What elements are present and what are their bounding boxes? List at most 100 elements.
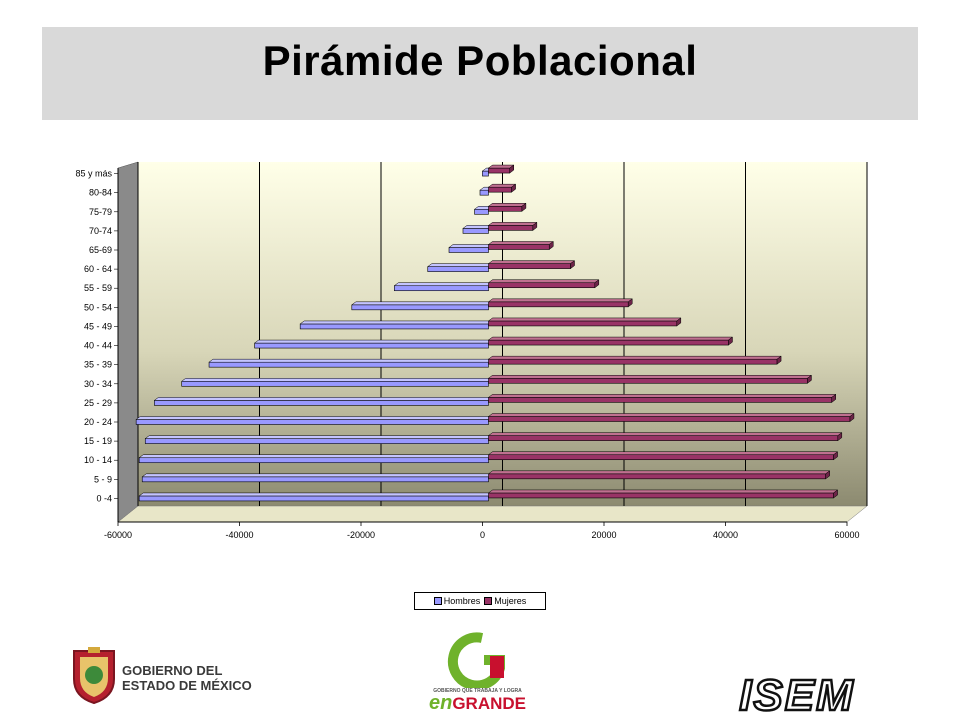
bar-mujeres-top xyxy=(487,222,538,226)
engrande-logo: GOBIERNO QUE TRABAJA Y LOGRA enGRANDE xyxy=(420,628,535,715)
bar-mujeres xyxy=(488,244,550,250)
bar-hombres-top xyxy=(208,358,494,363)
bar-hombres xyxy=(462,228,489,234)
x-tick-label: 0 xyxy=(480,530,485,540)
engrande-g-icon xyxy=(447,632,505,691)
x-tick-label: 20000 xyxy=(591,530,616,540)
coat-of-arms-icon xyxy=(73,647,115,705)
y-tick-label: 60 - 64 xyxy=(84,264,112,274)
bar-hombres xyxy=(141,476,489,483)
bar-mujeres-top xyxy=(487,413,855,417)
bar-hombres xyxy=(482,170,489,177)
y-tick-label: 10 - 14 xyxy=(84,455,112,465)
bar-hombres xyxy=(208,361,489,368)
gobierno-line2: ESTADO DE MÉXICO xyxy=(122,678,252,693)
bar-hombres xyxy=(474,208,489,215)
bar-mujeres-side xyxy=(549,241,554,250)
bar-mujeres-side xyxy=(776,355,782,365)
legend-swatch-mujeres xyxy=(484,597,493,605)
bar-hombres-top xyxy=(299,320,494,325)
bar-mujeres xyxy=(488,416,851,422)
bar-mujeres xyxy=(488,435,839,441)
y-tick-label: 0 -4 xyxy=(96,493,112,503)
bar-mujeres xyxy=(488,282,596,289)
y-tick-label: 30 - 34 xyxy=(84,379,112,389)
bar-mujeres-side xyxy=(825,470,830,480)
bar-mujeres-side xyxy=(532,221,538,231)
bar-mujeres-side xyxy=(728,336,733,346)
bar-hombres xyxy=(479,189,489,196)
y-tick-label: 65-69 xyxy=(89,245,112,255)
bar-hombres xyxy=(299,323,489,330)
chart-side-wall xyxy=(117,161,139,523)
legend-swatch-hombres xyxy=(433,597,442,605)
bar-mujeres-side xyxy=(594,279,600,289)
bar-mujeres xyxy=(488,225,534,231)
bar-hombres-top xyxy=(393,282,494,286)
bar-mujeres xyxy=(488,397,833,403)
x-tick-label: 40000 xyxy=(713,530,738,540)
bar-hombres-top xyxy=(351,301,494,306)
y-tick-label: 35 - 39 xyxy=(84,360,112,370)
y-tick-label: 25 - 29 xyxy=(84,398,112,408)
isem-wordmark-icon: ISEM xyxy=(738,670,855,722)
isem-text: ISEM xyxy=(739,672,855,717)
y-tick-label: 5 - 9 xyxy=(94,474,112,484)
bar-hombres xyxy=(135,419,489,425)
bar-mujeres-top xyxy=(487,355,782,360)
bar-mujeres-top xyxy=(487,451,839,455)
x-tick-label: -20000 xyxy=(347,530,375,540)
y-tick-label: 15 - 19 xyxy=(84,436,112,446)
bar-mujeres-top xyxy=(487,336,734,341)
bar-mujeres-top xyxy=(487,183,517,188)
legend-label-hombres: Hombres xyxy=(443,596,481,606)
bar-mujeres-side xyxy=(521,202,527,212)
bar-hombres-top xyxy=(138,454,494,458)
bar-mujeres-top xyxy=(487,470,831,475)
engrande-wordmark: enGRANDE xyxy=(420,692,535,715)
y-tick-label: 40 - 44 xyxy=(84,341,112,351)
bar-mujeres-top xyxy=(487,317,682,322)
x-tick-label: -40000 xyxy=(225,530,253,540)
legend-label-mujeres: Mujeres xyxy=(494,596,527,606)
bar-mujeres-side xyxy=(833,489,838,499)
bar-hombres xyxy=(181,380,489,387)
bar-mujeres xyxy=(488,263,571,269)
bar-mujeres-side xyxy=(833,451,838,461)
legend-item-mujeres: Mujeres xyxy=(484,596,526,606)
bar-mujeres xyxy=(488,358,778,365)
bar-hombres xyxy=(254,342,489,349)
bar-mujeres xyxy=(488,377,808,384)
population-pyramid-chart: 0 -4 5 - 9 10 - 14 15 - 19 20 - 24 25 - 29 30 … xyxy=(75,161,868,540)
bar-hombres xyxy=(351,304,489,311)
y-tick-label: 80-84 xyxy=(89,188,112,198)
title-band: Pirámide Poblacional xyxy=(42,27,918,120)
bar-mujeres xyxy=(488,167,511,174)
bar-hombres xyxy=(394,285,489,292)
isem-logo: ISEM xyxy=(705,670,890,722)
bar-hombres-top xyxy=(141,473,494,478)
engrande-tagline: GOBIERNO QUE TRABAJA Y LOGRA xyxy=(433,688,522,694)
y-tick-label: 75-79 xyxy=(89,207,112,217)
gobierno-estado-mexico-logo: GOBIERNO DEL ESTADO DE MÉXICO xyxy=(70,645,260,705)
y-tick-label: 45 - 49 xyxy=(84,321,112,331)
bar-hombres-top xyxy=(144,435,494,439)
bar-mujeres-top xyxy=(487,203,527,207)
x-tick-label: 60000 xyxy=(834,530,859,540)
gobierno-line1: GOBIERNO DEL xyxy=(122,663,223,678)
bar-mujeres-top xyxy=(487,298,633,303)
bar-mujeres-top xyxy=(487,241,554,245)
bar-mujeres-top xyxy=(487,489,839,494)
bar-hombres xyxy=(427,266,489,272)
legend-item-hombres: Hombres xyxy=(433,596,481,606)
bar-mujeres-side xyxy=(831,393,836,403)
chart-legend: Hombres Mujeres xyxy=(414,592,546,610)
y-tick-label: 70-74 xyxy=(89,226,112,236)
bar-hombres-top xyxy=(153,397,494,401)
bar-hombres-top xyxy=(427,263,494,267)
bar-mujeres-top xyxy=(487,375,813,379)
bar-mujeres xyxy=(488,454,834,461)
bar-mujeres xyxy=(488,186,512,193)
bar-hombres xyxy=(138,495,489,502)
page-title: Pirámide Poblacional xyxy=(262,37,698,84)
